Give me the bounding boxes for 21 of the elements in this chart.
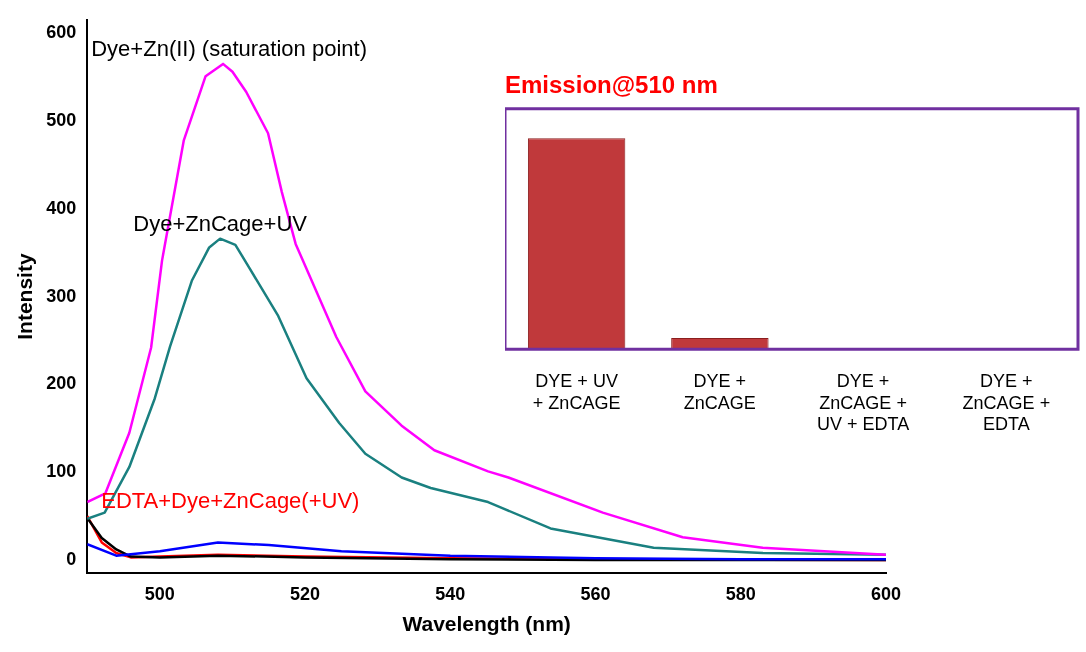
x-tick-label: DYE + UV + ZnCAGE	[532, 370, 621, 413]
x-tick-label: 520	[290, 583, 321, 604]
y-tick-label: 400	[46, 197, 77, 218]
x-tick-label: 560	[580, 583, 611, 604]
x-tick-label: 540	[435, 583, 466, 604]
y-tick-label: 200	[46, 373, 77, 394]
x-tick-label: DYE + ZnCAGE	[683, 370, 756, 413]
x-tick-label: 600	[870, 583, 902, 604]
y-tick-label: 600	[46, 22, 77, 43]
x-tick-label: 500	[144, 583, 175, 604]
y-tick-label: 0	[66, 549, 77, 569]
x-tick-label: DYE + ZnCAGE + UV + EDTA	[817, 370, 910, 435]
series-label: Dye+Zn(II) (saturation point)	[91, 35, 367, 61]
y-tick-label: 300	[46, 285, 77, 306]
y-axis-title: Intensity	[13, 253, 37, 340]
x-tick-label: DYE + ZnCAGE + EDTA	[962, 370, 1051, 435]
x-tick-label: 580	[725, 583, 756, 604]
y-tick-label: 500	[46, 109, 77, 130]
y-tick-label: 100	[46, 461, 77, 482]
chart-title: Emission@510 nm	[505, 71, 718, 99]
x-axis-title: Wavelength (nm)	[402, 612, 571, 636]
